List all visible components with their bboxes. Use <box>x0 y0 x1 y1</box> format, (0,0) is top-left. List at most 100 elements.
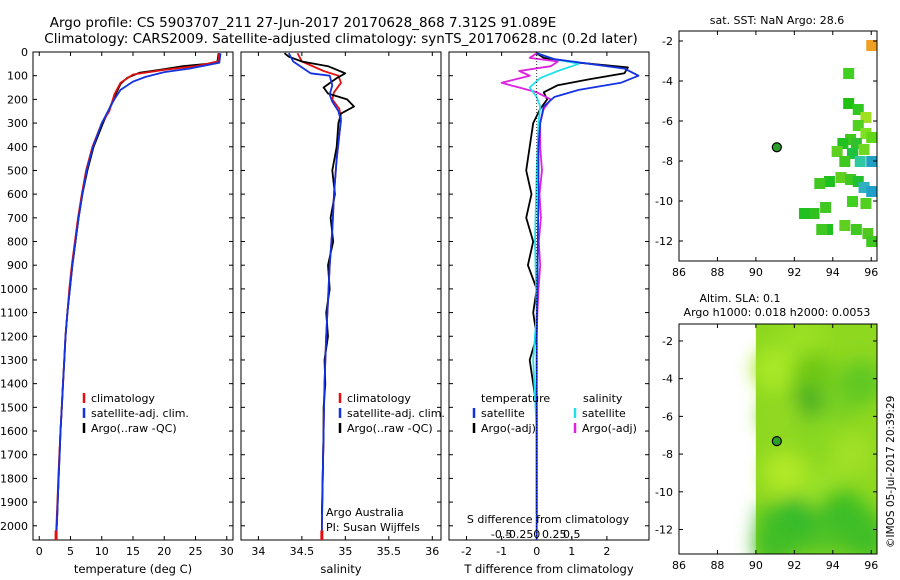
temperature-series-line <box>55 53 222 541</box>
temperature-ytick-label: 600 <box>7 188 28 201</box>
temperature-xtick-label: 20 <box>157 545 171 558</box>
temperature-ytick-label: 1400 <box>0 378 28 391</box>
sst-cell <box>843 98 855 109</box>
temperature-ytick-label: 2000 <box>0 520 28 533</box>
sst_map-xtick-label: 86 <box>672 266 686 279</box>
temperature-xtick-label: 15 <box>126 545 140 558</box>
imos-timestamp: ©IMOS 05-Jul-2017 20:39:29 <box>885 396 897 548</box>
temperature-ytick-label: 800 <box>7 236 28 249</box>
sla_map-ytick-label: -12 <box>655 523 673 536</box>
temperature-xtick-label: 5 <box>67 545 74 558</box>
temperature-xtick-label: 10 <box>95 545 109 558</box>
temperature-ytick-label: 1800 <box>0 472 28 485</box>
sla_map-ytick-label: -4 <box>662 373 673 386</box>
salinity-annotation-line1: Argo Australia <box>326 506 404 519</box>
temperature-ytick-label: 400 <box>7 141 28 154</box>
temperature-ytick-label: 1700 <box>0 449 28 462</box>
sst-cell <box>862 228 874 239</box>
differences-series-line <box>525 52 629 514</box>
temperature-xtick-label: 0 <box>36 545 43 558</box>
temperature-profile-panel: 0 5 10 15 20 25 300100200300400500600700800900… <box>0 46 234 576</box>
salinity-xlabel: salinity <box>320 562 361 576</box>
sst-cell <box>854 156 866 167</box>
sst_map-argo-marker <box>771 142 782 153</box>
salinity-xtick-label: 34.5 <box>290 545 315 558</box>
sla-lower-band <box>755 506 877 554</box>
sst_map-ytick-label: -8 <box>662 155 673 168</box>
differences-series-line <box>528 52 580 540</box>
temperature-ytick-label: 1300 <box>0 354 28 367</box>
salinity-difference-tick-label: 0.5 <box>563 528 581 541</box>
difference-legend-temp-header: temperature <box>481 392 550 405</box>
sst-cell <box>850 224 862 235</box>
sst_map-xtick-label: 96 <box>864 266 878 279</box>
sst-cell <box>835 172 847 183</box>
sla-blob <box>758 394 803 439</box>
sst-cell <box>866 40 877 51</box>
temperature-legend-label: Argo(..raw -QC) <box>91 422 177 435</box>
sst_map-ytick-label: -2 <box>662 35 673 48</box>
differences-xtick-label: -1 <box>496 545 507 558</box>
sst-cell <box>843 68 855 79</box>
temperature-legend-label: satellite-adj. clim. <box>91 407 189 420</box>
temperature-xtick-label: 25 <box>189 545 203 558</box>
sst-cell <box>860 128 872 139</box>
temperature-ytick-label: 200 <box>7 93 28 106</box>
temperature-axes-frame <box>32 51 234 541</box>
salinity-profile-panel: 34 34.5 35 35.5 36 salinity Argo Australia PI: … <box>240 51 445 576</box>
sla-blob <box>830 432 875 477</box>
sst-cell <box>814 178 826 189</box>
sst_map-xtick-label: 90 <box>749 266 763 279</box>
differences-series-line <box>535 52 640 540</box>
differences-xtick-label: -2 <box>461 545 472 558</box>
sst-cell <box>866 156 877 167</box>
salinity-legend-label: Argo(..raw -QC) <box>347 422 433 435</box>
differences-xtick-label: 1 <box>568 545 575 558</box>
differences-xtick-label: 2 <box>603 545 610 558</box>
difference-temp-legend-label: Argo(-adj) <box>481 422 536 435</box>
difference-sal-legend-label: Argo(-adj) <box>582 422 637 435</box>
sst_map-xtick-label: 94 <box>826 266 840 279</box>
temperature-ytick-label: 300 <box>7 117 28 130</box>
salinity-xtick-label: 35.5 <box>377 545 402 558</box>
salinity-xtick-label: 35 <box>338 545 352 558</box>
sst-cell <box>822 224 834 235</box>
temperature-ytick-label: 1200 <box>0 330 28 343</box>
sla_map-axes-frame <box>678 323 878 555</box>
sst-cell <box>860 112 872 123</box>
temperature-legend-label: climatology <box>91 392 155 405</box>
sst-cell <box>845 174 857 185</box>
difference-legend-sal-header: salinity <box>583 392 623 405</box>
temperature-ytick-label: 1600 <box>0 425 28 438</box>
sst-cell <box>852 104 864 115</box>
sst-cell <box>808 208 820 219</box>
sst-cell <box>858 182 870 193</box>
sst-cell <box>866 132 877 143</box>
sla-blob <box>753 347 798 392</box>
sla_map-ytick-label: -10 <box>655 486 673 499</box>
temperature-ytick-label: 900 <box>7 259 28 272</box>
salinity-difference-tick-label: 0 <box>533 528 540 541</box>
temperature-xtick-label: 30 <box>220 545 234 558</box>
sla_map-xtick-label: 92 <box>787 559 801 572</box>
salinity-annotation-line2: PI: Susan Wijffels <box>326 521 420 534</box>
sla_map-ytick-label: -2 <box>662 335 673 348</box>
temperature-series-line <box>54 53 221 541</box>
sst_map-ytick-label: -4 <box>662 75 673 88</box>
sst-cell <box>823 176 835 187</box>
temperature-ytick-label: 1000 <box>0 283 28 296</box>
sst-cell <box>858 144 870 155</box>
salinity-difference-tick-label: -0.25 <box>505 528 533 541</box>
sla_map-argo-marker <box>771 436 782 447</box>
sla-map-title-line2: Argo h1000: 0.018 h2000: 0.0053 <box>684 306 871 319</box>
sla_map-xtick-label: 86 <box>672 559 686 572</box>
temperature-ytick-label: 500 <box>7 164 28 177</box>
sst_map-xtick-label: 88 <box>710 266 724 279</box>
difference-sal-legend-label: satellite <box>582 407 626 420</box>
sla_map-xtick-label: 94 <box>826 559 840 572</box>
sst-cell <box>820 202 832 213</box>
differences-axes-frame <box>448 51 650 541</box>
sst-cell <box>839 156 851 167</box>
temperature-ytick-label: 1100 <box>0 307 28 320</box>
